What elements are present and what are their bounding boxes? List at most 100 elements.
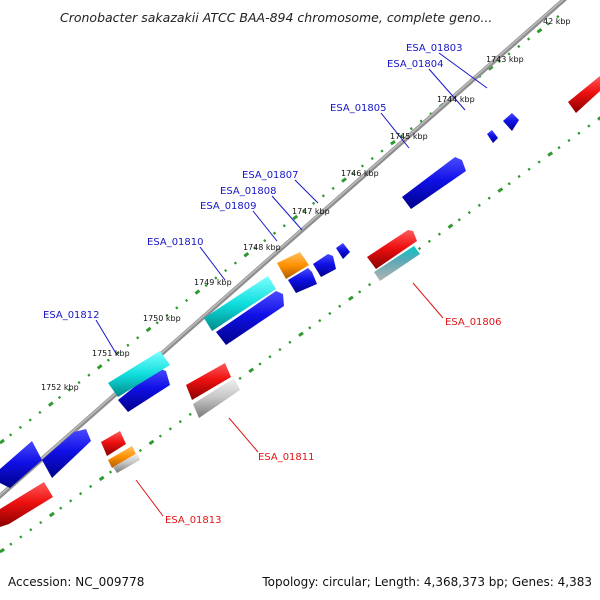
- ruler-track-outer-tick: [116, 351, 120, 355]
- ruler-track-inner-tick: [477, 203, 481, 207]
- misc-feature-esa01813[interactable]: [108, 446, 136, 468]
- leader-line-esa01813: [135, 479, 164, 517]
- ruler-track-outer-tick: [38, 410, 42, 415]
- gene-arrow-esa01807[interactable]: [313, 254, 336, 277]
- gene-arrow-small-1747[interactable]: [336, 243, 350, 259]
- ruler-track-inner-tick: [9, 542, 13, 546]
- misc-feature-esa01809[interactable]: [277, 252, 309, 279]
- ruler-track-outer-tick: [311, 201, 316, 205]
- ruler-track-outer-tick: [546, 22, 550, 26]
- ruler-track-outer-tick: [224, 268, 228, 273]
- ruler-track-outer-tick: [341, 177, 347, 183]
- gene-arrow-lower-left[interactable]: [42, 429, 91, 478]
- ruler-track-outer-tick: [517, 44, 521, 49]
- ruler-track-inner-tick: [238, 376, 242, 380]
- ruler-track-outer-tick: [419, 119, 423, 123]
- cds-esa01811[interactable]: [193, 378, 240, 418]
- gene-arrow-esa01805[interactable]: [402, 157, 466, 209]
- ruler-track-inner-tick: [158, 434, 162, 438]
- gene-label-esa01813[interactable]: ESA_01813: [165, 515, 222, 526]
- ruler-track-outer-tick: [399, 134, 404, 138]
- ruler-track-outer-tick: [175, 306, 179, 310]
- ruler-track-inner-tick: [98, 475, 105, 482]
- gene-arrow-esa01813[interactable]: [101, 431, 126, 456]
- ruler-track-outer-tick: [57, 395, 62, 400]
- ruler-track-outer-tick: [155, 321, 159, 325]
- ruler-track-outer-tick: [136, 336, 140, 340]
- ruler-track-inner-tick: [467, 210, 471, 215]
- cds-esa01806[interactable]: [374, 246, 420, 281]
- leader-line-esa01805: [380, 112, 410, 149]
- scale-label: 1744 kbp: [437, 95, 475, 104]
- ruler-track-outer-tick: [28, 418, 32, 422]
- gene-arrow-esa01803[interactable]: [503, 113, 519, 131]
- ruler-track-inner-tick: [367, 283, 372, 287]
- ruler-track-outer-tick: [214, 276, 218, 280]
- ruler-track-inner-tick: [437, 232, 442, 236]
- genome-summary-text: Topology: circular; Length: 4,368,373 bp…: [261, 575, 592, 589]
- gene-label-esa01809[interactable]: ESA_01809: [200, 201, 257, 212]
- ruler-track-inner-tick: [427, 239, 432, 243]
- gene-label-esa01804[interactable]: ESA_01804: [387, 59, 444, 70]
- ruler-track-inner-tick: [507, 182, 511, 186]
- gene-label-esa01811[interactable]: ESA_01811: [258, 452, 315, 463]
- ruler-track-inner-tick: [567, 138, 571, 143]
- ruler-track-outer-tick: [106, 358, 110, 362]
- scale-label: 1747 kbp: [292, 207, 330, 216]
- gene-arrow-left-edge-minus[interactable]: [0, 482, 53, 527]
- gene-arrow-esa01804[interactable]: [487, 130, 498, 143]
- ruler-track-outer-tick: [87, 373, 91, 377]
- ruler-track-outer-tick: [165, 313, 169, 317]
- ruler-track-inner-tick: [248, 367, 255, 373]
- ruler-track-inner-tick: [19, 535, 23, 539]
- cds-esa01812[interactable]: [108, 351, 170, 397]
- gene-label-esa01810[interactable]: ESA_01810: [147, 237, 204, 248]
- gene-arrow-right-edge[interactable]: [568, 76, 600, 113]
- gene-label-esa01806[interactable]: ESA_01806: [445, 317, 502, 328]
- gene-labels: ESA_01803 ESA_01804 ESA_01805 ESA_01807 …: [43, 43, 502, 526]
- ruler-track-inner-tick: [88, 484, 93, 489]
- gene-arrow-esa01811[interactable]: [186, 363, 231, 400]
- leader-line-esa01809: [252, 210, 278, 242]
- gene-label-esa01808[interactable]: ESA_01808: [220, 186, 277, 197]
- gene-arrow-esa01810-region[interactable]: [216, 291, 284, 345]
- ruler-track-outer-tick: [233, 261, 238, 265]
- ruler-track-outer-tick: [331, 186, 335, 191]
- scale-label: 1746 kbp: [341, 169, 379, 178]
- scale-label: 1745 kbp: [390, 132, 428, 141]
- ruler-track-outer-tick: [243, 252, 250, 258]
- ruler-track-inner-tick: [78, 492, 83, 496]
- ruler-track-outer-tick: [487, 65, 494, 71]
- ruler-track-outer-tick: [67, 388, 71, 392]
- gene-label-esa01805[interactable]: ESA_01805: [330, 103, 387, 114]
- gene-label-esa01807[interactable]: ESA_01807: [242, 170, 299, 181]
- ruler-track-inner-tick: [537, 160, 541, 164]
- ruler-track-outer-tick: [77, 380, 81, 385]
- ruler-track-outer-tick: [556, 14, 560, 19]
- ruler-track-inner-tick: [108, 470, 113, 474]
- ruler-track-inner-tick: [138, 448, 143, 453]
- scale-label: 1749 kbp: [194, 278, 232, 287]
- ruler-track-inner-tick: [487, 196, 491, 200]
- gene-arrow-left-edge[interactable]: [0, 441, 42, 488]
- leader-line-esa01808: [271, 195, 303, 231]
- ruler-track-inner-tick: [188, 412, 192, 416]
- ruler-track-outer-tick: [526, 37, 531, 41]
- gene-arrow-esa01808[interactable]: [288, 268, 317, 293]
- ruler-track-outer-tick: [263, 239, 267, 243]
- ruler-track-outer-tick: [272, 231, 277, 235]
- ruler-track-inner-tick: [597, 116, 600, 121]
- gene-arrow-esa01812-region[interactable]: [118, 368, 170, 412]
- ruler-track-inner-tick: [258, 362, 262, 366]
- gene-arrow-esa01806[interactable]: [367, 230, 417, 269]
- gene-label-esa01803[interactable]: ESA_01803: [406, 43, 463, 54]
- ruler-track-outer-tick: [321, 194, 325, 198]
- minus-strand-features: [0, 76, 600, 527]
- chromosome-title: Cronobacter sakazakii ATCC BAA-894 chrom…: [60, 10, 492, 25]
- cds-esa01813[interactable]: [113, 453, 140, 473]
- gene-label-esa01812[interactable]: ESA_01812: [43, 310, 100, 321]
- scale-labels: 42 kbp 1743 kbp 1744 kbp 1745 kbp 1746 k…: [41, 17, 571, 392]
- ruler-track-outer-tick: [253, 246, 257, 250]
- cds-esa01810[interactable]: [204, 276, 276, 331]
